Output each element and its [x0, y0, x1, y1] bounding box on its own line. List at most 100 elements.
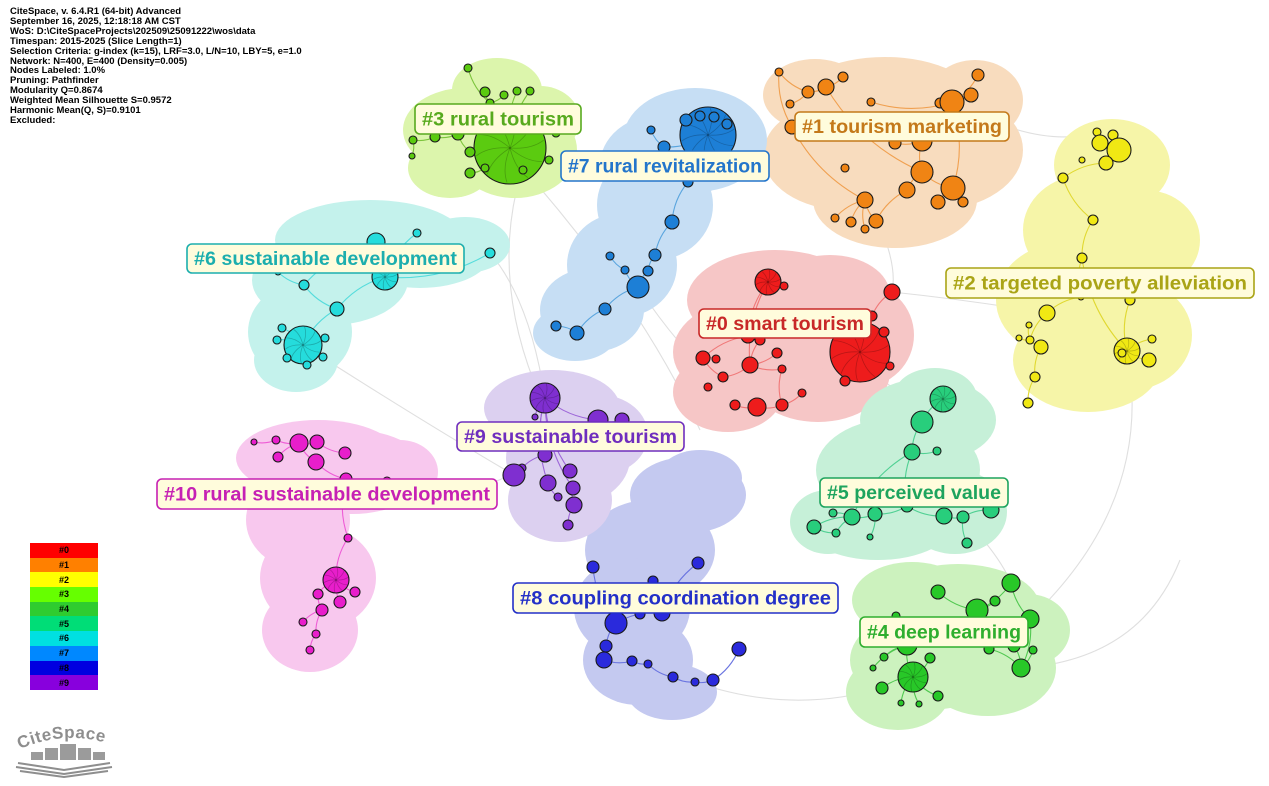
cluster-node[interactable] — [512, 86, 522, 96]
cluster-node[interactable] — [1141, 352, 1157, 368]
cluster-node[interactable] — [898, 181, 916, 199]
cluster-node[interactable] — [708, 111, 720, 123]
cluster-node[interactable] — [1091, 134, 1109, 152]
cluster-node[interactable] — [595, 651, 613, 669]
cluster-node[interactable] — [1022, 397, 1034, 409]
cluster-node[interactable] — [777, 364, 787, 374]
cluster-node[interactable] — [272, 335, 282, 345]
cluster-node[interactable] — [930, 584, 946, 600]
cluster-node[interactable] — [940, 175, 966, 201]
cluster-node[interactable] — [463, 63, 473, 73]
cluster-node[interactable] — [869, 664, 877, 672]
cluster-label-#9[interactable]: #9 sustainable tourism — [456, 421, 685, 452]
cluster-node[interactable] — [289, 433, 309, 453]
cluster-label-text[interactable]: #10 rural sustainable development — [164, 485, 491, 506]
cluster-node[interactable] — [539, 474, 557, 492]
cluster-node[interactable] — [479, 86, 491, 98]
cluster-node[interactable] — [924, 652, 936, 664]
cluster-node[interactable] — [771, 347, 783, 359]
cluster-node[interactable] — [1113, 337, 1141, 365]
cluster-node[interactable] — [643, 659, 653, 669]
cluster-node[interactable] — [329, 301, 345, 317]
cluster-node[interactable] — [879, 652, 889, 662]
cluster-node[interactable] — [878, 326, 890, 338]
cluster-node[interactable] — [706, 673, 720, 687]
cluster-node[interactable] — [311, 629, 321, 639]
cluster-node[interactable] — [525, 86, 535, 96]
cluster-label-box[interactable] — [456, 421, 685, 452]
cluster-node[interactable] — [569, 325, 585, 341]
cluster-label-#8[interactable]: #8 coupling coordination degree — [512, 582, 839, 614]
cluster-node[interactable] — [1011, 658, 1031, 678]
cluster-node[interactable] — [915, 700, 923, 708]
cluster-node[interactable] — [806, 519, 822, 535]
cluster-label-box[interactable] — [560, 150, 770, 182]
cluster-node[interactable] — [866, 97, 876, 107]
cluster-node[interactable] — [464, 146, 476, 158]
cluster-node[interactable] — [932, 690, 944, 702]
cluster-node[interactable] — [565, 496, 583, 514]
cluster-label-#10[interactable]: #10 rural sustainable development — [156, 478, 498, 510]
cluster-node[interactable] — [502, 463, 526, 487]
cluster-node[interactable] — [1106, 137, 1132, 163]
cluster-node[interactable] — [843, 508, 861, 526]
cluster-node[interactable] — [599, 639, 613, 653]
cluster-node[interactable] — [729, 399, 741, 411]
cluster-label-text[interactable]: #2 targeted poverty alleviation — [953, 274, 1247, 295]
cluster-node[interactable] — [774, 67, 784, 77]
cluster-label-text[interactable]: #9 sustainable tourism — [464, 427, 677, 448]
cluster-node[interactable] — [562, 519, 574, 531]
cluster-node[interactable] — [1078, 156, 1086, 164]
cluster-node[interactable] — [305, 645, 315, 655]
cluster-node[interactable] — [277, 323, 287, 333]
cluster-node[interactable] — [272, 451, 284, 463]
cluster-node[interactable] — [875, 681, 889, 695]
cluster-label-#6[interactable]: #6 sustainable development — [186, 243, 465, 274]
cluster-node[interactable] — [703, 382, 713, 392]
cluster-node[interactable] — [828, 508, 838, 518]
cluster-label-box[interactable] — [156, 478, 498, 510]
cluster-node[interactable] — [717, 371, 729, 383]
cluster-node[interactable] — [1076, 252, 1088, 264]
cluster-node[interactable] — [1029, 371, 1041, 383]
cluster-node[interactable] — [856, 191, 874, 209]
cluster-label-box[interactable] — [859, 616, 1029, 648]
cluster-label-#3[interactable]: #3 rural tourism — [414, 103, 582, 135]
cluster-node[interactable] — [785, 99, 795, 109]
cluster-label-box[interactable] — [698, 308, 872, 339]
cluster-node[interactable] — [903, 443, 921, 461]
cluster-label-#2[interactable]: #2 targeted poverty alleviation — [945, 267, 1255, 299]
cluster-node[interactable] — [866, 533, 874, 541]
cluster-node[interactable] — [860, 224, 870, 234]
cluster-node[interactable] — [868, 213, 884, 229]
cluster-node[interactable] — [550, 320, 562, 332]
cluster-label-box[interactable] — [794, 111, 1010, 142]
cluster-label-text[interactable]: #8 coupling coordination degree — [520, 589, 831, 610]
cluster-node[interactable] — [1033, 339, 1049, 355]
cluster-node[interactable] — [605, 251, 615, 261]
cluster-label-box[interactable] — [512, 582, 839, 614]
cluster-node[interactable] — [349, 586, 361, 598]
cluster-node[interactable] — [531, 413, 539, 421]
cluster-node[interactable] — [897, 699, 905, 707]
cluster-node[interactable] — [956, 510, 970, 524]
cluster-node[interactable] — [333, 595, 347, 609]
cluster-node[interactable] — [338, 446, 352, 460]
cluster-node[interactable] — [775, 398, 789, 412]
cluster-label-box[interactable] — [414, 103, 582, 135]
cluster-node[interactable] — [271, 435, 281, 445]
cluster-node[interactable] — [679, 113, 693, 127]
cluster-node[interactable] — [315, 603, 329, 617]
cluster-node[interactable] — [1057, 172, 1069, 184]
cluster-node[interactable] — [963, 87, 979, 103]
cluster-node[interactable] — [484, 247, 496, 259]
cluster-node[interactable] — [562, 463, 578, 479]
cluster-node[interactable] — [837, 71, 849, 83]
cluster-node[interactable] — [412, 228, 422, 238]
cluster-node[interactable] — [935, 507, 953, 525]
cluster-node[interactable] — [620, 265, 630, 275]
cluster-node[interactable] — [989, 595, 1001, 607]
cluster-node[interactable] — [885, 361, 895, 371]
cluster-node[interactable] — [690, 677, 700, 687]
cluster-node[interactable] — [910, 410, 934, 434]
